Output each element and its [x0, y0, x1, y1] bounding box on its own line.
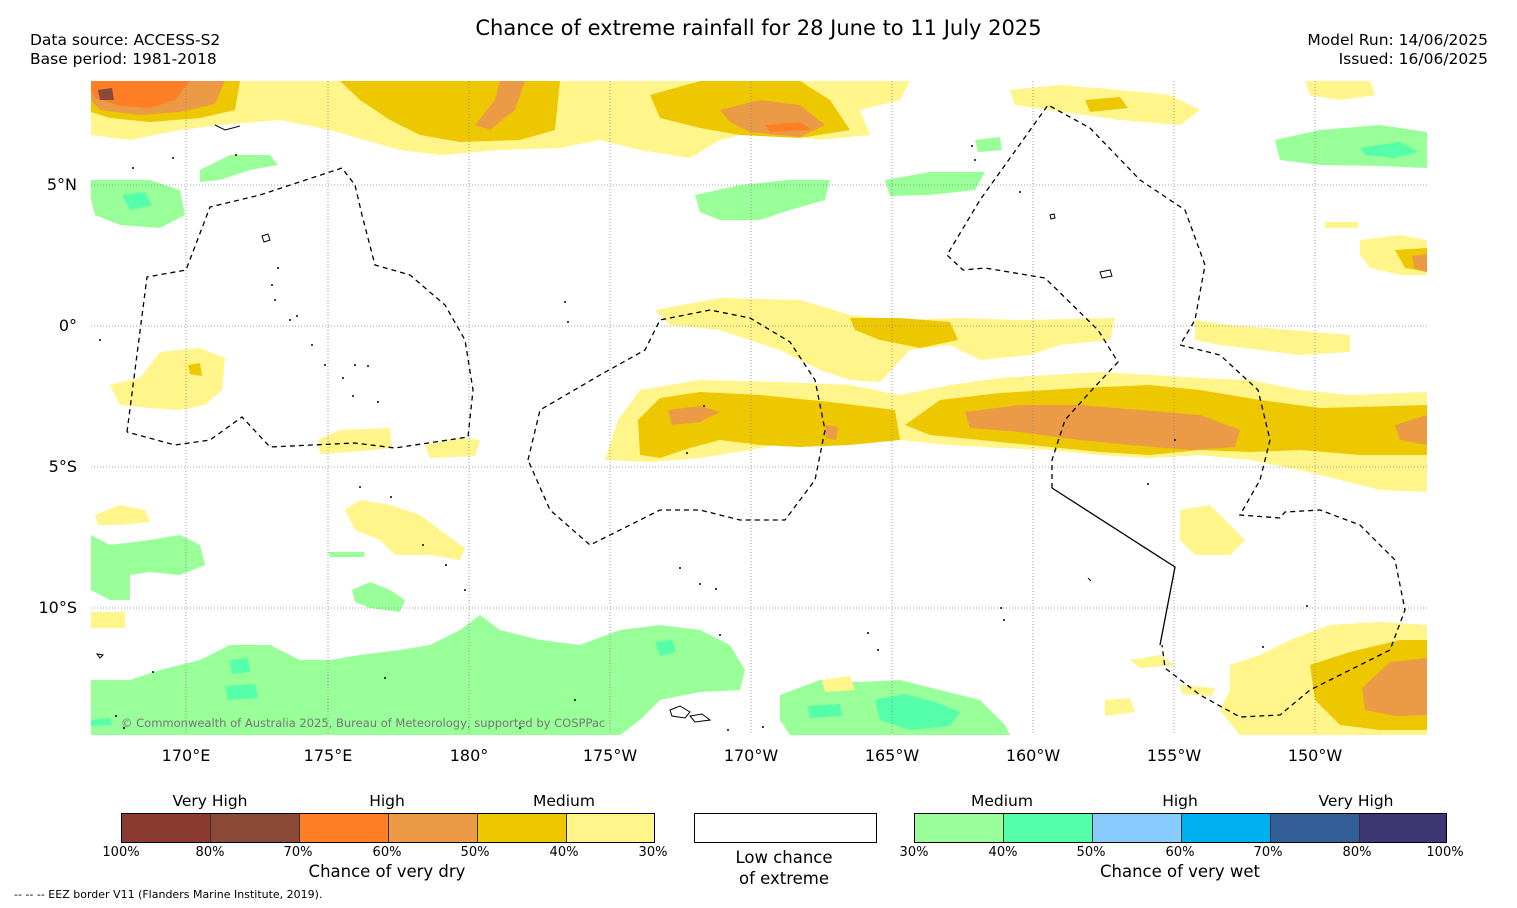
eez-footnote: -- -- -- EEZ border V11 (Flanders Marine…: [14, 888, 323, 901]
wet-swatch-40-50: [1004, 814, 1093, 842]
wet-category-high: High: [1162, 792, 1198, 810]
lon-label-150w: 150°W: [1287, 746, 1343, 765]
issued-label: Issued: 16/06/2025: [1338, 50, 1488, 68]
dry-tick-40: 40%: [549, 845, 579, 860]
page-title: Chance of extreme rainfall for 28 June t…: [475, 16, 1042, 40]
wet-tick-60: 60%: [1165, 845, 1195, 860]
lat-label-5s: 5°S: [48, 457, 77, 476]
dry-swatch-100-80: [122, 814, 211, 842]
lon-label-160w: 160°W: [1005, 746, 1061, 765]
low-chance-swatch: [694, 813, 877, 843]
dry-tick-50: 50%: [460, 845, 490, 860]
dry-category-medium: Medium: [533, 792, 595, 810]
eez-borders: [126, 104, 1406, 718]
wet-category-medium: Medium: [971, 792, 1033, 810]
dry-legend-title: Chance of very dry: [308, 862, 466, 881]
wet-tick-30: 30%: [899, 845, 929, 860]
islands: [95, 124, 1113, 723]
wet-tick-70: 70%: [1253, 845, 1283, 860]
dry-swatch-40-30: [567, 814, 654, 842]
model-run-label: Model Run: 14/06/2025: [1307, 31, 1488, 49]
wet-swatch-70-80: [1271, 814, 1360, 842]
lon-label-175w: 175°W: [582, 746, 638, 765]
dry-swatch-60-50: [389, 814, 478, 842]
lat-label-10s: 10°S: [38, 598, 77, 617]
island-dots: [99, 145, 1308, 731]
dry-tick-100: 100%: [102, 845, 140, 860]
dry-colorbar: [121, 813, 655, 843]
wet-swatch-50-60: [1093, 814, 1182, 842]
map-gridlines: [91, 81, 1427, 735]
eez-solid-border: [1051, 487, 1176, 646]
wet-swatch-60-70: [1182, 814, 1271, 842]
wet-tick-100: 100%: [1426, 845, 1464, 860]
low-chance-label-line1: Low chance: [735, 848, 833, 867]
dry-category-very-high: Very High: [172, 792, 248, 810]
wet-colorbar: [914, 813, 1447, 843]
wet-swatch-30-40: [915, 814, 1004, 842]
lon-label-155w: 155°W: [1146, 746, 1202, 765]
lon-label-175e: 175°E: [303, 746, 353, 765]
lat-label-0: 0°: [58, 316, 77, 335]
lon-label-170e: 170°E: [161, 746, 211, 765]
dry-category-high: High: [369, 792, 405, 810]
dry-tick-60: 60%: [372, 845, 402, 860]
wet-tick-40: 40%: [988, 845, 1018, 860]
lat-label-5n: 5°N: [46, 175, 77, 194]
copyright-notice: © Commonwealth of Australia 2025, Bureau…: [121, 716, 606, 730]
wet-tick-50: 50%: [1076, 845, 1106, 860]
base-period-label: Base period: 1981-2018: [30, 50, 217, 68]
dry-swatch-50-40: [478, 814, 567, 842]
lon-label-170w: 170°W: [723, 746, 779, 765]
wet-legend-title: Chance of very wet: [1100, 862, 1260, 881]
dry-tick-80: 80%: [195, 845, 225, 860]
dry-swatch-70-60: [300, 814, 389, 842]
wet-swatch-80-100: [1360, 814, 1446, 842]
wet-category-very-high: Very High: [1318, 792, 1394, 810]
map-shading: [91, 81, 1427, 735]
lon-label-165w: 165°W: [864, 746, 920, 765]
wet-tick-80: 80%: [1342, 845, 1372, 860]
dry-tick-30: 30%: [638, 845, 668, 860]
dry-swatch-80-70: [211, 814, 300, 842]
data-source-label: Data source: ACCESS-S2: [30, 31, 221, 49]
lon-label-180: 180°: [449, 746, 489, 765]
low-chance-label-line2: of extreme: [738, 869, 830, 888]
dry-tick-70: 70%: [283, 845, 313, 860]
